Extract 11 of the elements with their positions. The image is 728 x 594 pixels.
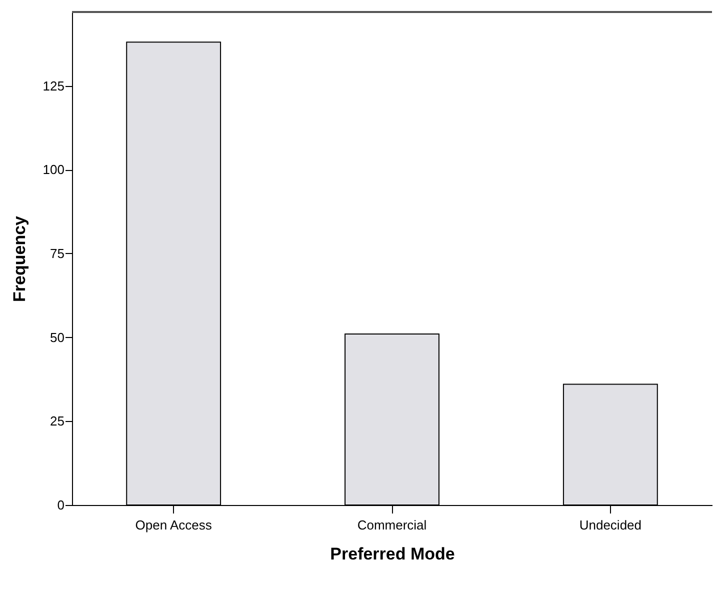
y-tick-label: 100 (42, 162, 64, 178)
y-tick-label: 125 (42, 78, 64, 94)
y-tick-label: 25 (50, 414, 64, 429)
x-tick-label: Open Access (135, 518, 212, 532)
y-tick-label: 50 (50, 330, 64, 345)
y-tick-label: 0 (57, 498, 64, 512)
x-axis-title: Preferred Mode (330, 544, 455, 564)
x-tick-label: Undecided (579, 518, 642, 532)
y-axis-title: Frequency (10, 215, 29, 302)
x-tick-label: Commercial (357, 518, 427, 532)
y-tick-label: 75 (50, 246, 64, 261)
